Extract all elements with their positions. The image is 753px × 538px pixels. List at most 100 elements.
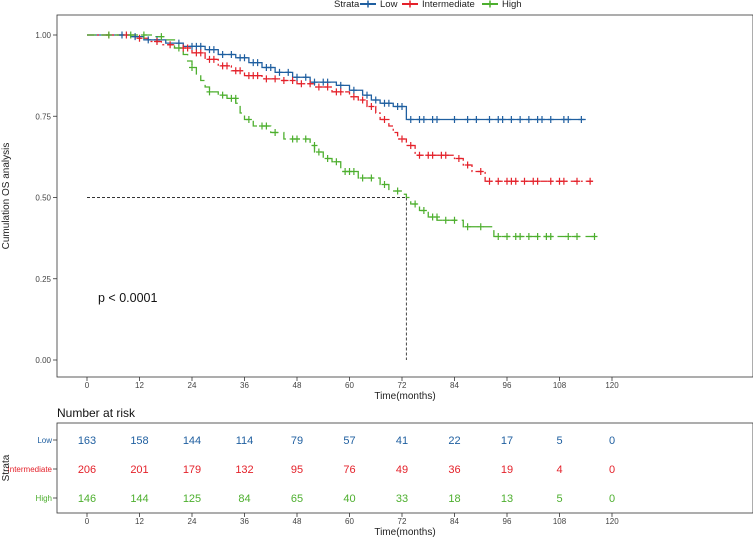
risk-count: 132 xyxy=(235,464,253,476)
risk-row-label: Intermediate xyxy=(8,465,53,474)
censor-mark-low xyxy=(276,68,283,76)
censor-mark-intermediate xyxy=(477,168,484,175)
censor-mark-intermediate xyxy=(512,177,519,185)
x-tick-label: 96 xyxy=(503,381,512,390)
risk-count: 5 xyxy=(556,435,562,447)
censor-mark-low xyxy=(407,116,414,123)
survival-curve-intermediate xyxy=(87,34,595,182)
risk-row-intermediate: Intermediate 206 201 179 132 95 76 49 36 19 4 0 xyxy=(8,464,616,476)
risk-count: 41 xyxy=(396,435,408,447)
censor-mark-low xyxy=(219,51,226,58)
censor-mark-high xyxy=(359,174,366,182)
risk-count: 57 xyxy=(343,435,355,447)
censor-mark-intermediate xyxy=(167,41,174,49)
risk-count: 33 xyxy=(396,493,408,505)
censor-mark-low xyxy=(350,86,357,94)
censor-mark-high xyxy=(232,94,239,102)
risk-count: 144 xyxy=(183,435,201,447)
censor-mark-low xyxy=(302,73,309,81)
censor-mark-low xyxy=(420,116,427,123)
risk-y-axis-label: Strata xyxy=(1,454,12,481)
risk-row-label: Low xyxy=(37,436,52,445)
censor-mark-high xyxy=(547,233,554,240)
censor-mark-high xyxy=(294,135,300,143)
censor-mark-intermediate xyxy=(416,151,423,159)
risk-count: 49 xyxy=(396,464,408,476)
censor-mark-intermediate xyxy=(307,80,314,88)
risk-count: 19 xyxy=(501,464,513,476)
risk-count: 125 xyxy=(183,493,201,505)
plot-border xyxy=(56,14,753,378)
risk-count: 65 xyxy=(291,493,303,505)
risk-x-axis-label: Time(months) xyxy=(374,527,435,538)
legend-item-high: High xyxy=(482,0,522,10)
censor-mark-low xyxy=(228,51,235,58)
risk-count: 40 xyxy=(343,493,355,505)
risk-x-tick-label: 24 xyxy=(188,517,197,526)
x-tick-label: 24 xyxy=(188,381,197,390)
censor-mark-high xyxy=(495,233,502,240)
risk-x-tick-label: 48 xyxy=(293,517,302,526)
risk-row-low: Low 163 158 144 114 79 57 41 22 17 5 0 xyxy=(37,435,615,447)
censor-mark-low xyxy=(547,116,554,123)
x-tick-label: 36 xyxy=(240,381,249,390)
censor-mark-intermediate xyxy=(534,177,541,185)
risk-count: 206 xyxy=(78,464,96,476)
censor-mark-low xyxy=(241,54,248,62)
censor-mark-high xyxy=(245,116,252,123)
x-axis-label: Time(months) xyxy=(374,391,435,402)
risk-count: 76 xyxy=(343,464,355,476)
censor-mark-intermediate xyxy=(464,161,471,169)
risk-x-tick-label: 60 xyxy=(345,517,354,526)
risk-count: 146 xyxy=(78,493,96,505)
legend-label: High xyxy=(502,0,522,10)
y-tick-label: 1.00 xyxy=(35,31,51,40)
censor-mark-high xyxy=(315,148,322,156)
censor-mark-high xyxy=(394,187,401,195)
legend-label: Low xyxy=(380,0,398,10)
censor-mark-high xyxy=(219,91,226,99)
risk-table-title: Number at risk xyxy=(57,406,136,420)
risk-count: 36 xyxy=(448,464,460,476)
censor-mark-high xyxy=(464,223,471,231)
risk-count: 17 xyxy=(501,435,513,447)
x-tick-label: 48 xyxy=(293,381,302,390)
censor-mark-intermediate xyxy=(574,177,580,185)
censor-mark-high xyxy=(442,216,449,224)
censor-mark-high xyxy=(189,64,195,71)
censor-mark-high xyxy=(140,31,147,39)
censor-mark-intermediate xyxy=(399,135,405,143)
censor-mark-intermediate xyxy=(289,77,296,84)
legend-title: Strata xyxy=(334,0,360,10)
censor-mark-intermediate xyxy=(298,80,305,88)
censor-mark-high xyxy=(127,31,134,39)
censor-mark-high xyxy=(534,233,541,240)
censor-mark-intermediate xyxy=(368,103,375,110)
censor-mark-high xyxy=(206,88,213,96)
risk-count: 84 xyxy=(238,493,250,505)
censor-mark-intermediate xyxy=(154,38,160,45)
censor-mark-intermediate xyxy=(455,155,462,162)
risk-count: 114 xyxy=(236,435,254,447)
censor-mark-intermediate xyxy=(136,34,143,42)
censor-mark-intermediate xyxy=(315,83,322,91)
p-value-label: p < 0.0001 xyxy=(98,291,157,305)
risk-x-tick-label: 12 xyxy=(135,517,144,526)
risk-x-tick-label: 120 xyxy=(605,517,619,526)
censor-mark-high xyxy=(350,168,357,175)
censor-mark-high xyxy=(565,233,572,240)
censor-mark-low xyxy=(399,103,405,110)
censor-mark-intermediate xyxy=(407,142,414,149)
risk-row-label: High xyxy=(36,494,52,503)
risk-count: 0 xyxy=(609,493,615,505)
censor-mark-intermediate xyxy=(381,116,388,123)
risk-count: 0 xyxy=(609,464,615,476)
risk-count: 79 xyxy=(291,435,303,447)
censor-mark-intermediate xyxy=(429,151,436,159)
censor-mark-low xyxy=(145,36,152,44)
censor-mark-low xyxy=(517,116,524,123)
x-tick-label: 108 xyxy=(553,381,567,390)
risk-x-tick-label: 84 xyxy=(450,517,459,526)
censor-mark-intermediate xyxy=(197,49,204,57)
